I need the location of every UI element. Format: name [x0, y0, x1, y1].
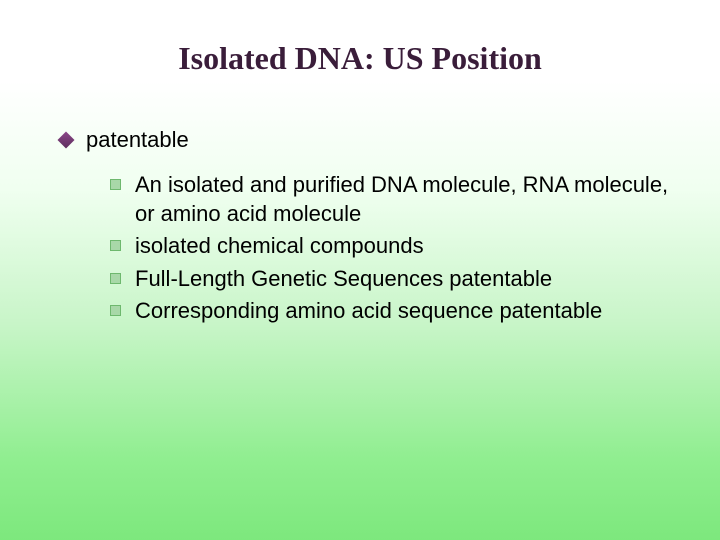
square-bullet-icon — [110, 273, 121, 284]
sub-item-text: Full-Length Genetic Sequences patentable — [135, 265, 680, 294]
square-bullet-icon — [110, 179, 121, 190]
list-item: isolated chemical compounds — [110, 232, 680, 261]
list-item: Full-Length Genetic Sequences patentable — [110, 265, 680, 294]
list-item: Corresponding amino acid sequence patent… — [110, 297, 680, 326]
sub-item-text: An isolated and purified DNA molecule, R… — [135, 171, 680, 228]
sub-item-text: isolated chemical compounds — [135, 232, 680, 261]
level1-text: patentable — [86, 127, 680, 153]
square-bullet-icon — [110, 240, 121, 251]
sub-bullet-list: An isolated and purified DNA molecule, R… — [110, 171, 680, 326]
slide-title: Isolated DNA: US Position — [40, 40, 680, 77]
sub-item-text: Corresponding amino acid sequence patent… — [135, 297, 680, 326]
square-bullet-icon — [110, 305, 121, 316]
slide-container: Isolated DNA: US Position patentable An … — [0, 0, 720, 540]
diamond-bullet-icon — [58, 132, 75, 149]
list-item: An isolated and purified DNA molecule, R… — [110, 171, 680, 228]
bullet-level1: patentable — [60, 127, 680, 153]
